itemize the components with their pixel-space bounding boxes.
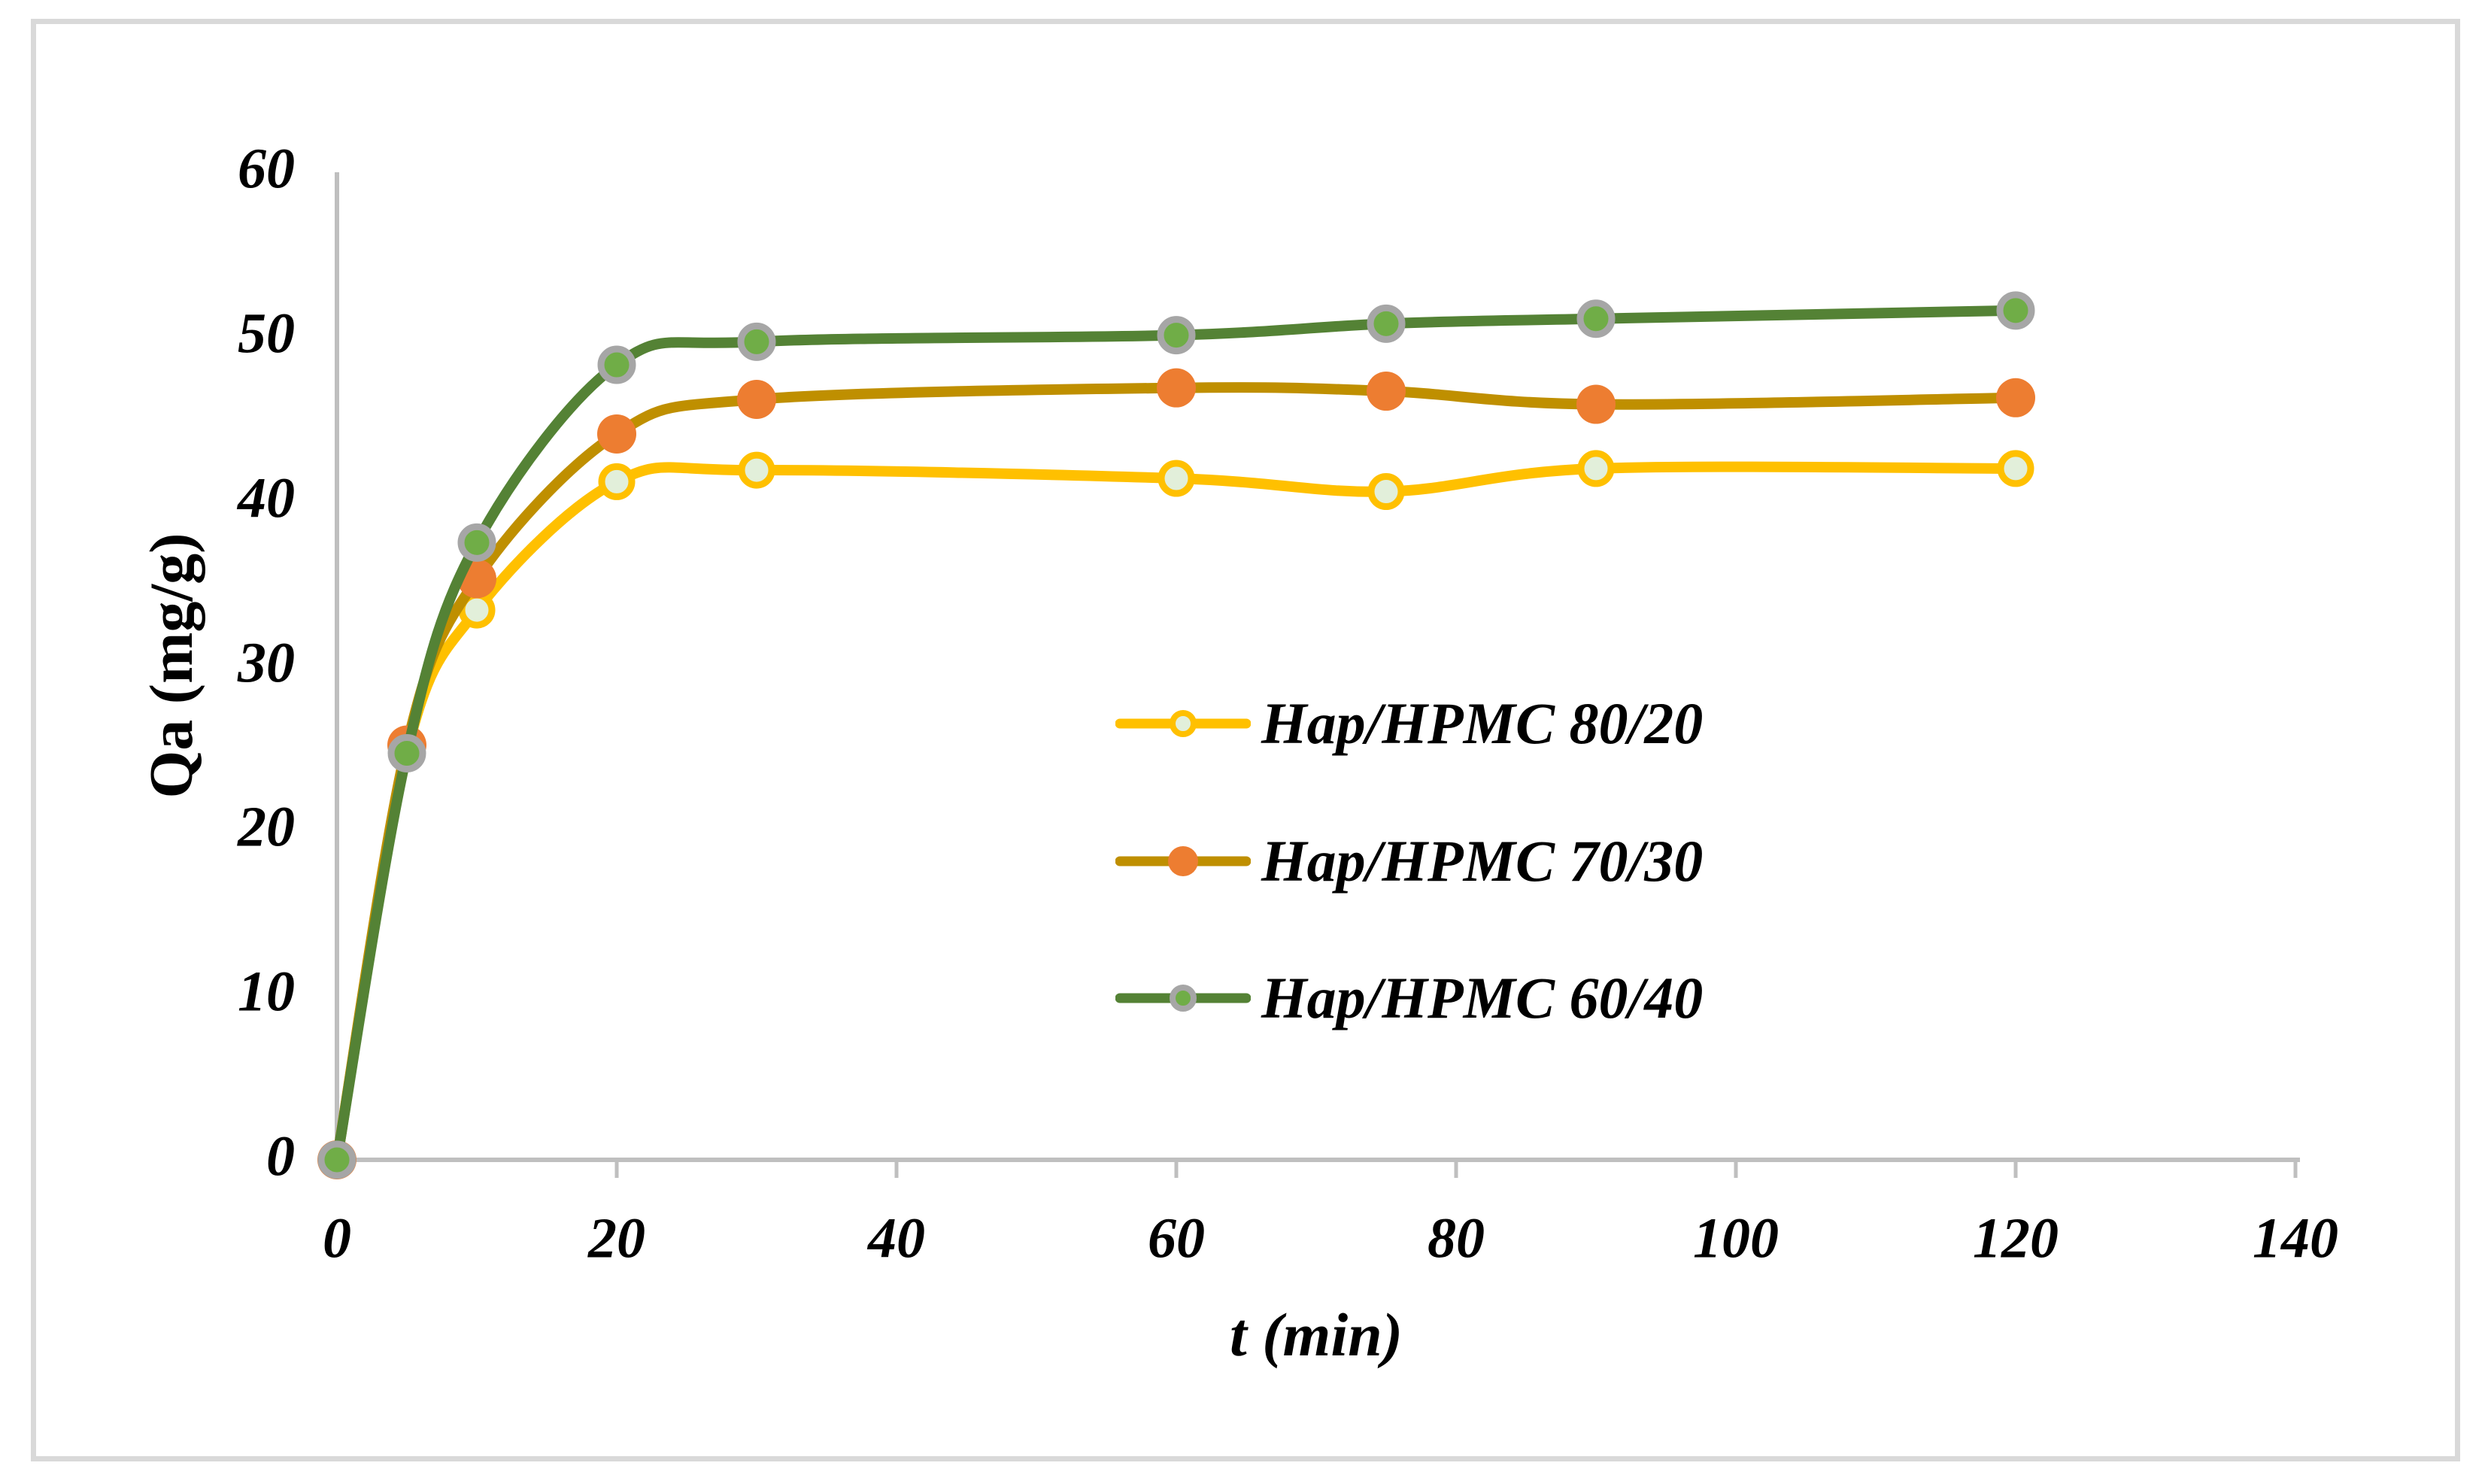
x-tick-label: 80 <box>1428 1206 1485 1270</box>
y-axis-title: Qa (mg/g) <box>137 533 205 799</box>
legend-label-hap-hpmc-80-20: Hap/HPMC 80/20 <box>1261 690 1704 756</box>
x-tick-label: 0 <box>323 1206 351 1270</box>
legend-swatch-hap-hpmc-80-20 <box>1115 710 1251 737</box>
legend-label-hap-hpmc-60-40: Hap/HPMC 60/40 <box>1261 965 1704 1030</box>
data-point-marker-hap-hpmc-80-20 <box>1997 450 2034 487</box>
x-tick-label: 100 <box>1693 1206 1779 1270</box>
x-tick-label: 60 <box>1148 1206 1205 1270</box>
y-tick-label: 50 <box>238 302 295 366</box>
data-point-marker-hap-hpmc-80-20 <box>1158 460 1195 497</box>
data-point-marker-hap-hpmc-60-40 <box>737 322 776 361</box>
y-tick-label: 30 <box>238 631 295 694</box>
series-line-hap-hpmc-60-40 <box>332 305 2021 1165</box>
data-point-marker-hap-hpmc-60-40 <box>1157 316 1196 355</box>
legend-label-hap-hpmc-70-30: Hap/HPMC 70/30 <box>1261 828 1704 894</box>
x-tick-label: 140 <box>2253 1206 2338 1270</box>
data-point-marker-hap-hpmc-70-30 <box>1367 372 1406 411</box>
data-point-marker-hap-hpmc-80-20 <box>1367 473 1405 511</box>
y-tick-label: 60 <box>238 137 295 201</box>
data-point-marker-hap-hpmc-70-30 <box>1576 384 1616 424</box>
legend-item-hap-hpmc-60-40: Hap/HPMC 60/40 <box>1115 953 1703 1043</box>
y-tick-label: 20 <box>238 795 295 859</box>
data-point-marker-hap-hpmc-60-40 <box>1996 291 2035 330</box>
legend-item-hap-hpmc-70-30: Hap/HPMC 70/30 <box>1115 816 1703 906</box>
data-point-marker-hap-hpmc-60-40 <box>457 523 496 562</box>
data-point-marker-hap-hpmc-70-30 <box>737 379 776 419</box>
y-tick-label: 40 <box>238 466 295 530</box>
data-point-marker-hap-hpmc-60-40 <box>597 345 636 384</box>
data-point-marker-hap-hpmc-60-40 <box>387 733 426 772</box>
x-tick-label: 120 <box>1973 1206 2059 1270</box>
legend-item-hap-hpmc-80-20: Hap/HPMC 80/20 <box>1115 678 1703 769</box>
data-point-marker-hap-hpmc-70-30 <box>597 414 636 454</box>
data-point-marker-hap-hpmc-70-30 <box>1157 368 1196 408</box>
x-tick-label: 20 <box>588 1206 645 1270</box>
legend-swatch-hap-hpmc-60-40 <box>1115 985 1251 1012</box>
y-tick-label: 10 <box>238 960 295 1024</box>
legend-marker-hap-hpmc-60-40 <box>1170 985 1197 1012</box>
data-point-marker-hap-hpmc-60-40 <box>1367 304 1406 343</box>
data-point-marker-hap-hpmc-60-40 <box>317 1140 357 1179</box>
data-point-marker-hap-hpmc-70-30 <box>1996 378 2035 417</box>
chart-outer-frame <box>31 19 2460 1461</box>
x-axis-title: t (min) <box>1229 1300 1403 1369</box>
legend-marker-hap-hpmc-80-20 <box>1170 710 1197 737</box>
data-point-marker-hap-hpmc-80-20 <box>1577 450 1615 487</box>
x-tick-label: 40 <box>868 1206 925 1270</box>
data-point-marker-hap-hpmc-60-40 <box>1576 299 1616 338</box>
data-point-marker-hap-hpmc-80-20 <box>738 451 775 489</box>
data-point-marker-hap-hpmc-80-20 <box>598 463 636 500</box>
y-tick-label: 0 <box>266 1124 295 1188</box>
legend-marker-hap-hpmc-70-30 <box>1168 846 1198 876</box>
legend-swatch-hap-hpmc-70-30 <box>1115 846 1251 876</box>
series-line-hap-hpmc-80-20 <box>332 461 2021 1165</box>
